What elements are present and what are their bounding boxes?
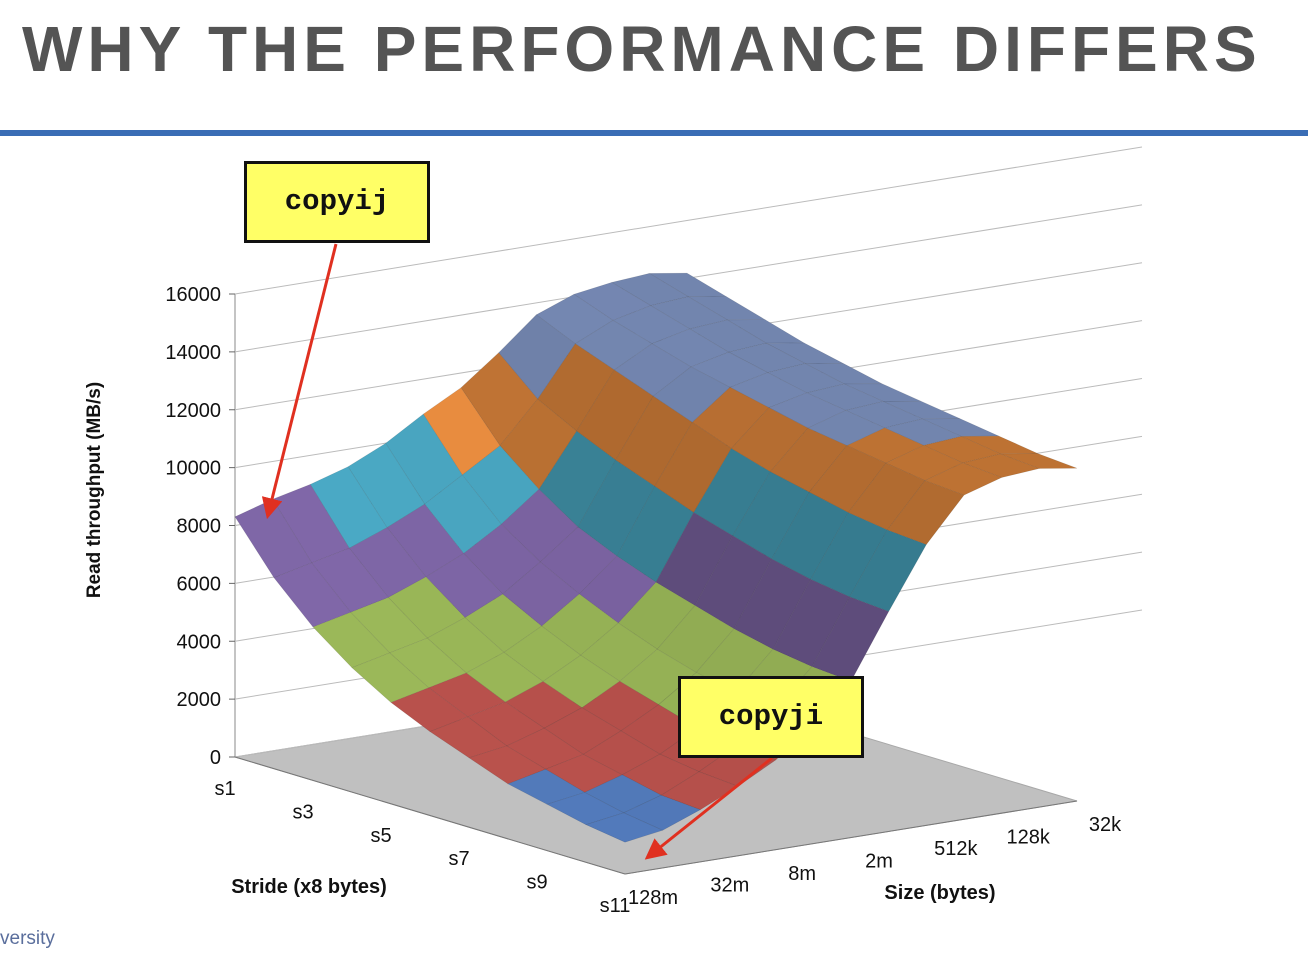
gridline [689, 204, 1143, 279]
size-tick-label: 512k [934, 838, 978, 860]
copyij-arrow [261, 243, 338, 520]
footer-university-text: versity [0, 928, 55, 949]
stride-tick-label: s5 [370, 825, 391, 847]
size-axis-line [624, 800, 1078, 875]
z-tick-label: 10000 [165, 458, 221, 480]
stride-tick-label: s9 [526, 872, 547, 894]
size-axis-title: Size (bytes) [884, 882, 995, 904]
stride-tick-label: s1 [214, 778, 235, 800]
z-tick-label: 0 [210, 747, 221, 769]
copyji-callout: copyji [678, 676, 864, 758]
stride-tick-label: s7 [448, 848, 469, 870]
z-tick-label: 6000 [177, 573, 222, 595]
page-title: WHY THE PERFORMANCE DIFFERS [22, 13, 1262, 85]
surface-facet [585, 812, 664, 843]
size-tick-label: 2m [865, 851, 893, 873]
size-tick-label: 128k [1006, 826, 1050, 848]
gridline [234, 219, 691, 295]
copyij-callout: copyij [244, 161, 430, 243]
z-tick-label: 14000 [165, 342, 221, 364]
stride-axis-line [234, 756, 626, 875]
z-tick-label: 4000 [177, 631, 222, 653]
stride-tick-label: s3 [292, 801, 313, 823]
z-tick-label: 12000 [165, 400, 221, 422]
z-axis-title: Read throughput (MB/s) [84, 382, 105, 598]
copyji-arrow [644, 756, 773, 860]
size-tick-label: 128m [628, 887, 678, 909]
size-tick-label: 32k [1089, 814, 1122, 836]
stride-tick-label: s11 [600, 895, 631, 917]
stride-axis-title: Stride (x8 bytes) [231, 876, 387, 898]
title-divider [0, 130, 1308, 136]
size-tick-label: 8m [788, 863, 816, 885]
z-tick-label: 8000 [177, 516, 222, 538]
gridline [689, 146, 1143, 221]
z-tick-label: 16000 [165, 284, 221, 306]
z-tick-label: 2000 [177, 689, 222, 711]
size-tick-label: 32m [710, 875, 749, 897]
